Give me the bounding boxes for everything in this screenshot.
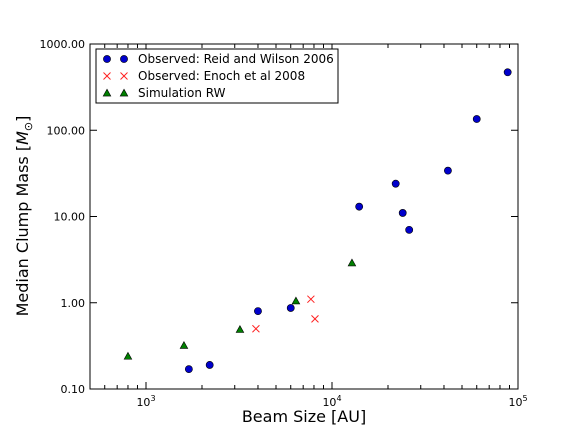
x-tick-label: 104: [322, 394, 341, 409]
legend-marker: [103, 72, 111, 80]
legend-markers: [102, 55, 129, 97]
data-point: [355, 202, 364, 211]
data-point: [472, 115, 481, 123]
legend-marker-stroke: [103, 72, 111, 80]
y-tick-label: 1.00: [61, 297, 86, 310]
legend-box: [95, 48, 339, 104]
y-axis-title: Median Clump Mass [M⊙]: [13, 116, 35, 317]
legend: Observed: Reid and Wilson 2006 Observed:…: [95, 48, 339, 104]
legend-marker: [103, 55, 111, 63]
series-2: [123, 258, 357, 360]
legend-marker: [102, 88, 112, 97]
y-axis-unit-sub: ⊙: [22, 122, 35, 131]
legend-marker: [120, 55, 128, 63]
data-point: [252, 324, 260, 333]
x-tick-label: 105: [508, 394, 527, 409]
data-point: [405, 225, 414, 234]
y-tick-label: 1000.00: [40, 38, 86, 51]
data-point: [286, 304, 295, 312]
y-tick-label: 10.00: [54, 211, 86, 224]
data-point: [179, 341, 189, 349]
data-point: [503, 68, 512, 77]
data-point: [123, 351, 133, 360]
data-point: [235, 325, 245, 333]
data-point: [307, 295, 315, 304]
y-axis-title-text: Median Clump Mass [: [13, 145, 32, 316]
data-point: [398, 209, 407, 217]
data-point-stroke: [311, 315, 319, 323]
legend-label-reid-wilson: Observed: Reid and Wilson 2006: [138, 52, 334, 66]
data-point: [205, 361, 214, 369]
legend-marker: [120, 72, 128, 80]
data-point: [444, 166, 452, 175]
y-tick-label: 0.10: [61, 383, 86, 396]
legend-marker: [119, 88, 129, 97]
x-tick-label: 103: [136, 394, 155, 409]
legend-label-simulation: Simulation RW: [138, 86, 226, 100]
data-point: [347, 258, 357, 267]
points-layer: [123, 68, 512, 374]
data-point: [391, 179, 400, 188]
x-axis-title: Beam Size [AU]: [242, 407, 366, 426]
y-axis-unit-symbol: M: [13, 131, 32, 145]
legend-label-enoch: Observed: Enoch et al 2008: [138, 69, 305, 83]
ticks-layer: 103 104 105 0.10 1.00 10.00 100.00 1000.00: [40, 38, 528, 409]
data-point: [254, 307, 262, 316]
data-point: [184, 365, 193, 374]
data-point: [311, 315, 319, 323]
y-axis-title-close: ]: [13, 116, 32, 122]
y-tick-label: 100.00: [47, 124, 86, 137]
data-point-stroke: [252, 324, 260, 333]
data-point-stroke: [307, 295, 315, 304]
series-0: [184, 68, 512, 374]
legend-marker-stroke: [120, 72, 128, 80]
series-1: [252, 295, 319, 333]
data-point: [291, 296, 301, 305]
